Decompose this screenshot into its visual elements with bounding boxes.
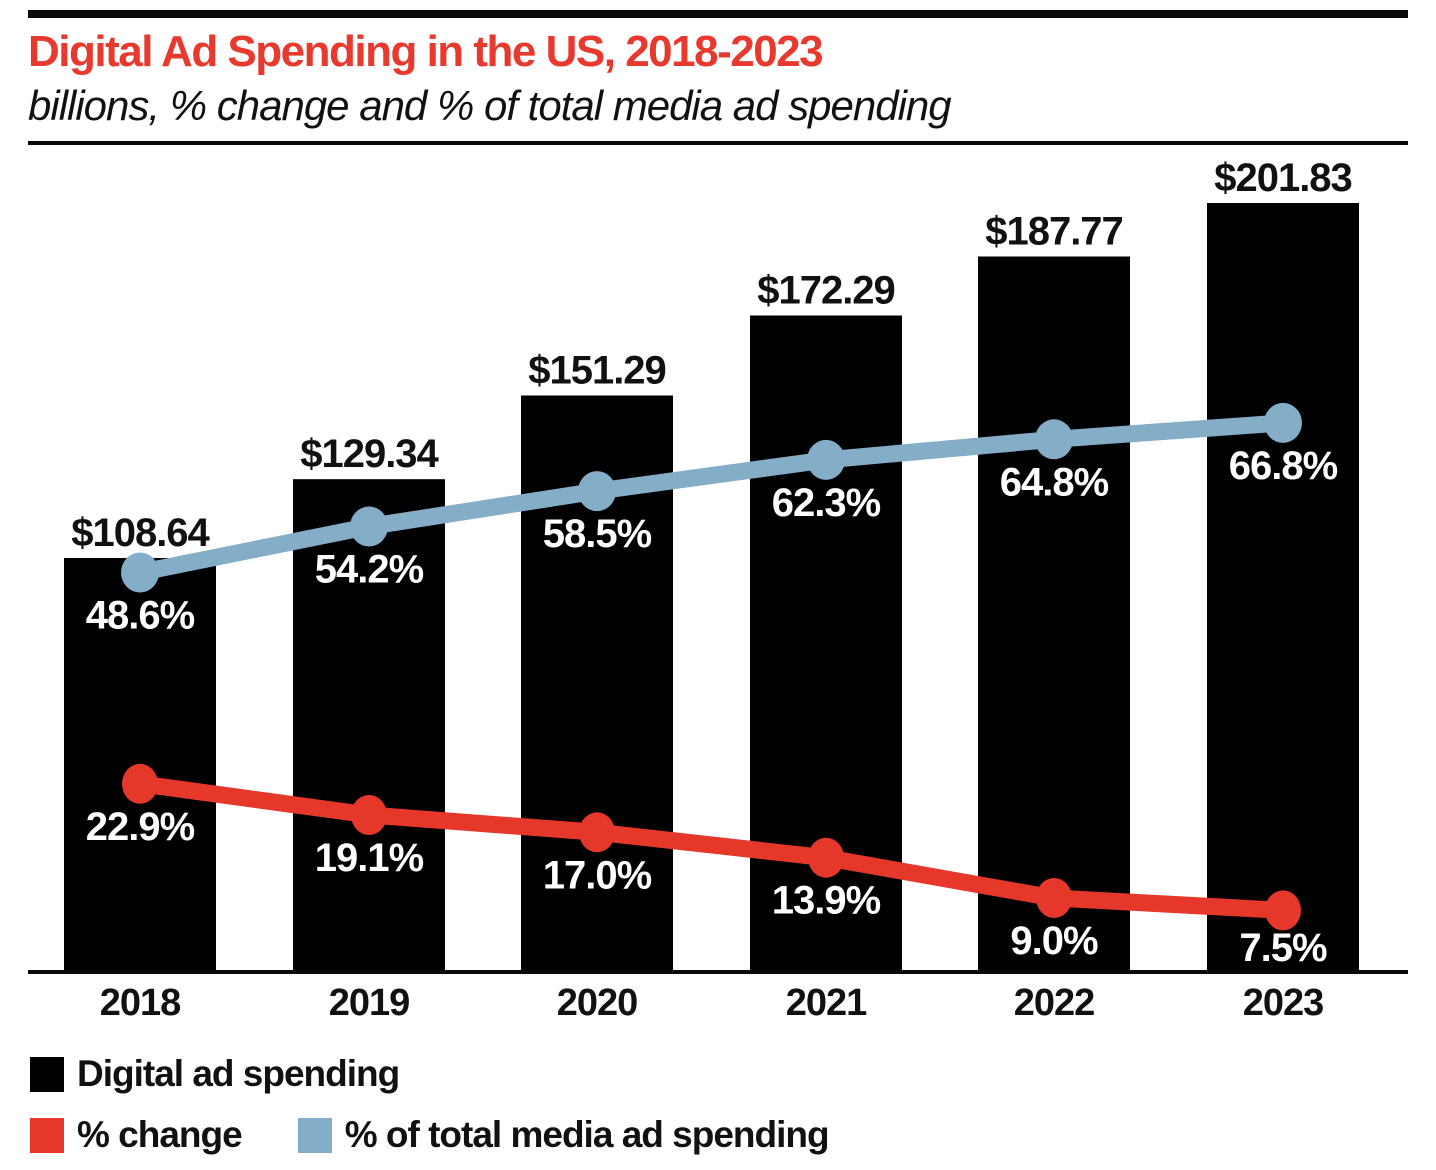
x-axis-label-2020: 2020 bbox=[557, 982, 638, 1024]
share-dot-2020 bbox=[578, 471, 616, 512]
legend-item-pct-change: % change bbox=[30, 1114, 243, 1156]
x-axis-label-2018: 2018 bbox=[100, 982, 181, 1024]
pct-change-dot-2019 bbox=[351, 795, 387, 835]
legend-row-1: Digital ad spending bbox=[30, 1053, 1410, 1095]
bar-value-label-2023: $201.83 bbox=[1214, 156, 1352, 200]
pct-change-label-2022: 9.0% bbox=[1010, 919, 1098, 963]
legend-item-pct-of-total: % of total media ad spending bbox=[297, 1114, 830, 1156]
bar-2019 bbox=[293, 479, 445, 972]
share-line bbox=[131, 414, 1292, 582]
share-series-swatch-icon bbox=[297, 1117, 332, 1153]
x-axis-label-2023: 2023 bbox=[1243, 982, 1324, 1024]
pct-change-dot-2022 bbox=[1036, 878, 1072, 918]
chart-subtitle: billions, % change and % of total media … bbox=[28, 82, 952, 129]
legend-label: % of total media ad spending bbox=[344, 1114, 830, 1155]
share-dot-2018 bbox=[121, 552, 159, 593]
pct-change-label-2019: 19.1% bbox=[315, 836, 424, 880]
legend-label: % change bbox=[77, 1114, 243, 1155]
share-dot-2019 bbox=[350, 506, 388, 547]
pct-change-label-2021: 13.9% bbox=[772, 879, 881, 923]
share-dot-2022 bbox=[1035, 419, 1073, 460]
bar-value-label-2022: $187.77 bbox=[985, 210, 1123, 254]
pct-change-dot-2023 bbox=[1265, 890, 1301, 931]
pct-change-line bbox=[131, 775, 1292, 919]
share-label-2018: 48.6% bbox=[86, 594, 195, 638]
x-axis-line bbox=[28, 970, 1408, 974]
bar-value-label-2020: $151.29 bbox=[528, 349, 666, 393]
legend-item-digital-ad-spending: Digital ad spending bbox=[30, 1053, 400, 1095]
pct-change-dot-2021 bbox=[808, 837, 844, 878]
pct-change-label-2020: 17.0% bbox=[543, 853, 652, 897]
legend-row-2: % change % of total media ad spending bbox=[30, 1114, 1410, 1156]
bar-value-label-2021: $172.29 bbox=[757, 269, 895, 313]
top-divider bbox=[28, 10, 1408, 18]
share-label-2021: 62.3% bbox=[772, 481, 881, 525]
share-label-2019: 54.2% bbox=[315, 547, 424, 591]
legend-label: Digital ad spending bbox=[77, 1053, 400, 1094]
bar-2022 bbox=[978, 256, 1130, 972]
chart-legend: Digital ad spending % change % of total … bbox=[30, 1053, 1410, 1170]
bar-2023 bbox=[1207, 203, 1359, 972]
x-axis-label-2019: 2019 bbox=[329, 982, 410, 1024]
share-label-2022: 64.8% bbox=[1000, 460, 1109, 504]
bar-value-label-2018: $108.64 bbox=[71, 511, 210, 555]
chart-title: Digital Ad Spending in the US, 2018-2023 bbox=[28, 27, 824, 76]
bar-value-label-2019: $129.34 bbox=[300, 432, 439, 476]
share-label-2023: 66.8% bbox=[1229, 444, 1338, 488]
pct-change-dot-2018 bbox=[122, 763, 158, 804]
share-label-2020: 58.5% bbox=[543, 512, 652, 556]
pct-change-dot-2020 bbox=[579, 812, 615, 853]
share-dot-2021 bbox=[807, 439, 845, 480]
share-dot-2023 bbox=[1264, 402, 1302, 443]
pct-change-label-2023: 7.5% bbox=[1239, 926, 1327, 970]
pct-change-label-2018: 22.9% bbox=[86, 805, 195, 849]
x-axis-label-2021: 2021 bbox=[786, 982, 867, 1024]
header-divider bbox=[28, 141, 1408, 145]
x-axis-label-2022: 2022 bbox=[1014, 982, 1095, 1024]
bar-series-swatch-icon bbox=[30, 1056, 64, 1092]
pct-change-series-swatch-icon bbox=[30, 1117, 64, 1153]
